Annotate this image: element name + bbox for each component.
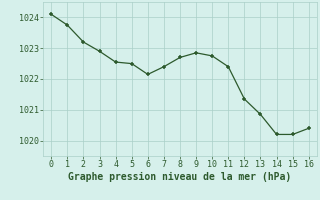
- X-axis label: Graphe pression niveau de la mer (hPa): Graphe pression niveau de la mer (hPa): [68, 172, 292, 182]
